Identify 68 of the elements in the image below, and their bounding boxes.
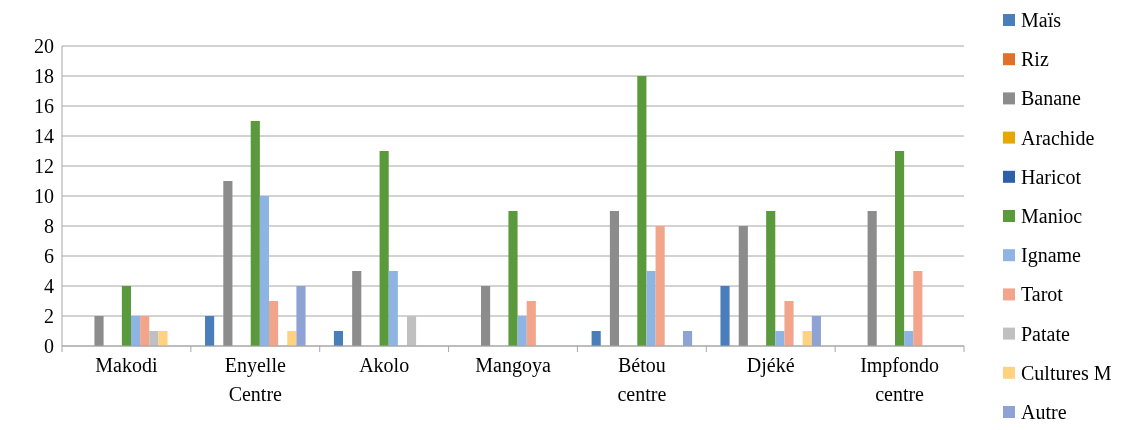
bar [149,331,159,346]
bar [388,271,398,346]
bar [481,286,491,346]
bar [508,211,518,346]
bar [121,286,131,346]
legend-label: Tarot [1021,283,1064,306]
bar [131,316,141,346]
legend-label: Manioc [1021,205,1083,227]
bar [140,316,150,346]
x-tick-label: Djéké [746,354,795,377]
bar [867,211,877,346]
legend-label: Haricot [1021,165,1082,188]
bar [775,331,785,346]
y-tick-label: 16 [34,95,54,117]
x-tick-label: Impfondo centre [860,354,940,405]
bar [646,271,656,346]
bar [655,226,665,346]
bar [526,301,536,346]
bar [682,331,693,346]
y-tick-label: 14 [34,125,54,147]
legend-label: Autre [1021,401,1067,423]
y-tick-label: 20 [34,35,54,57]
bar [766,211,776,346]
bar [250,121,260,346]
legend-label: Arachide [1021,126,1095,149]
x-tick-label: Akolo [359,354,410,376]
bar [223,181,233,346]
y-tick-label: 18 [34,65,54,87]
bar [268,301,279,346]
legend-label: Cultures M [1021,361,1112,384]
bar [784,301,794,346]
bar [352,271,362,346]
y-tick-label: 2 [44,305,54,327]
legend-label: Patate [1021,322,1070,345]
bar [637,76,647,346]
y-tick-label: 6 [44,245,54,267]
bar [379,151,389,346]
bar [94,316,104,346]
bar [738,226,748,346]
x-tick-label: Makodi [95,354,158,376]
bar [904,331,914,346]
y-tick-label: 8 [44,215,54,237]
legend-label: Banane [1021,87,1082,110]
y-tick-label: 4 [44,275,54,297]
bar [259,196,269,346]
bar [517,316,527,346]
bar [333,331,344,346]
bar [406,316,417,346]
bar [802,331,812,346]
legend-label: Riz [1021,48,1049,71]
y-tick-label: 12 [34,155,54,177]
x-tick-label: Enyelle Centre [224,354,286,405]
bar [811,316,821,346]
x-tick-label: Mangoya [475,354,551,377]
bar [720,286,730,346]
legend-label: Igname [1021,244,1082,268]
y-tick-label: 0 [44,335,54,357]
bar [158,331,168,346]
bar [287,331,297,346]
x-tick-label: Bétou centre [617,354,667,405]
bar [895,151,905,346]
bar [296,286,306,346]
bar [591,331,601,346]
bar [205,316,215,346]
y-tick-label: 10 [34,185,54,207]
legend-label: Maïs [1021,9,1062,31]
bar [913,271,923,346]
bar [609,211,620,346]
